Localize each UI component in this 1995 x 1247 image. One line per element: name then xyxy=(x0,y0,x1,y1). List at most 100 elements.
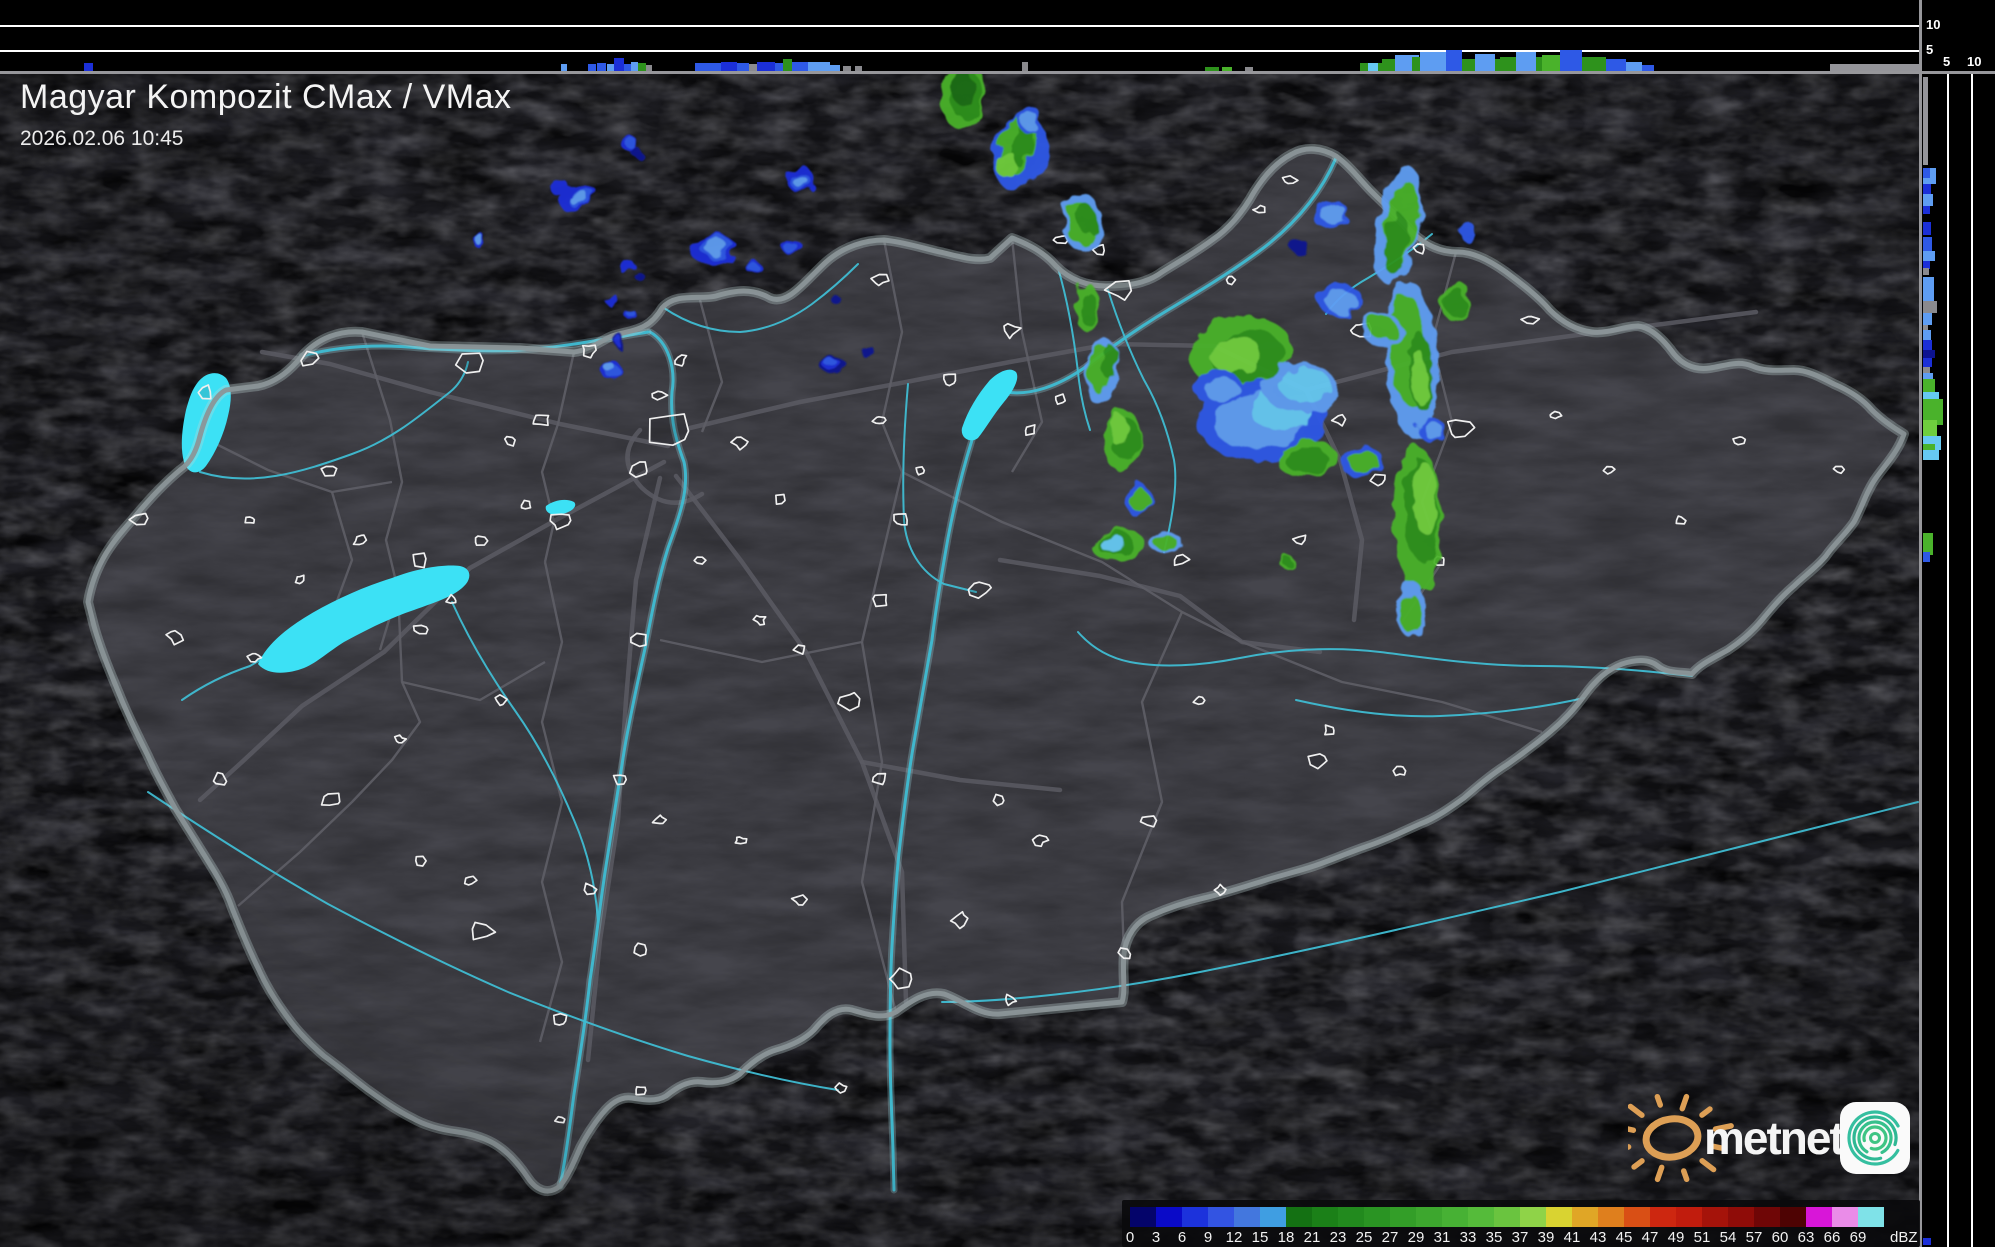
right-axis-km-label: 5 xyxy=(1943,54,1951,69)
dbz-tick-label: 69 xyxy=(1849,1229,1867,1246)
dbz-color-segment xyxy=(1572,1207,1598,1227)
top-profile-panel xyxy=(0,0,1995,74)
profile-echo xyxy=(1923,194,1933,206)
dbz-color-segment xyxy=(1442,1207,1468,1227)
dbz-color-segment xyxy=(1780,1207,1806,1227)
profile-echo xyxy=(638,63,646,71)
right-axis-km-label: 10 xyxy=(1967,54,1982,69)
profile-echo xyxy=(808,62,830,71)
right-profile-panel: 5 10 10 5 xyxy=(1919,0,1995,1247)
profile-echo xyxy=(1923,261,1930,269)
profile-echo xyxy=(695,63,721,71)
dbz-color-segment xyxy=(1754,1207,1780,1227)
dbz-tick-label: 12 xyxy=(1225,1229,1243,1246)
profile-echo xyxy=(607,64,615,71)
profile-echo xyxy=(1923,301,1937,313)
dbz-color-segment xyxy=(1624,1207,1650,1227)
altitude-gridline xyxy=(0,25,1919,27)
profile-echo xyxy=(1923,373,1933,379)
profile-echo xyxy=(1923,206,1930,214)
dbz-tick-label: 43 xyxy=(1589,1229,1607,1246)
profile-echo xyxy=(1923,399,1943,425)
sun-icon xyxy=(1628,1093,1734,1183)
top-axis-km-label: 5 xyxy=(1926,42,1934,57)
profile-echo xyxy=(1560,50,1582,71)
dbz-color-segment xyxy=(1182,1207,1208,1227)
profile-echo xyxy=(1205,67,1219,71)
dbz-tick-label: 31 xyxy=(1433,1229,1451,1246)
dbz-tick-label: 0 xyxy=(1125,1229,1135,1246)
profile-echo xyxy=(721,62,737,71)
altitude-gridline xyxy=(1971,74,1973,1247)
profile-echo xyxy=(1475,54,1495,71)
profile-echo xyxy=(646,65,652,71)
profile-echo xyxy=(1245,67,1253,71)
dbz-tick-label: 33 xyxy=(1459,1229,1477,1246)
profile-echo xyxy=(1923,277,1934,301)
profile-echo xyxy=(1516,52,1536,71)
profile-echo xyxy=(1582,57,1606,71)
dbz-colorbar xyxy=(1130,1207,1884,1227)
dbz-color-segment xyxy=(1702,1207,1728,1227)
dbz-color-segment xyxy=(1338,1207,1364,1227)
dbz-color-segment xyxy=(1286,1207,1312,1227)
dbz-color-segment xyxy=(1130,1207,1156,1227)
profile-echo xyxy=(1923,251,1935,261)
dbz-tick-label: 49 xyxy=(1667,1229,1685,1246)
dbz-color-segment xyxy=(1806,1207,1832,1227)
dbz-tick-label: 35 xyxy=(1485,1229,1503,1246)
dbz-tick-label: 54 xyxy=(1719,1229,1737,1246)
profile-echo xyxy=(1923,358,1932,367)
dbz-color-segment xyxy=(1598,1207,1624,1227)
profile-echo xyxy=(843,66,851,71)
dbz-color-segment xyxy=(1312,1207,1338,1227)
profile-echo xyxy=(1368,63,1378,71)
dbz-color-segment xyxy=(1520,1207,1546,1227)
dbz-tick-label: 37 xyxy=(1511,1229,1529,1246)
dbz-tick-label: 25 xyxy=(1355,1229,1373,1246)
dbz-color-segment xyxy=(1234,1207,1260,1227)
dbz-color-segment xyxy=(1858,1207,1884,1227)
dbz-color-segment xyxy=(1364,1207,1390,1227)
profile-echo xyxy=(1923,450,1939,460)
profile-echo xyxy=(1923,533,1933,555)
dbz-color-segment xyxy=(1676,1207,1702,1227)
dbz-color-segment xyxy=(1208,1207,1234,1227)
dbz-tick-label: 66 xyxy=(1823,1229,1841,1246)
profile-echo xyxy=(1022,62,1028,71)
dbz-color-segment xyxy=(1390,1207,1416,1227)
dbz-tick-label: 29 xyxy=(1407,1229,1425,1246)
metnet-wordmark: metnet xyxy=(1704,1112,1844,1164)
profile-echo xyxy=(1923,325,1928,330)
profile-echo xyxy=(1923,552,1930,562)
dbz-color-segment xyxy=(1494,1207,1520,1227)
dbz-color-segment xyxy=(1260,1207,1286,1227)
profile-echo xyxy=(1923,168,1930,178)
profile-echo xyxy=(1923,340,1932,350)
profile-echo xyxy=(614,58,624,71)
profile-echo xyxy=(749,64,757,71)
altitude-gridline xyxy=(1947,74,1949,1247)
profile-echo xyxy=(1606,59,1626,71)
dbz-tick-label: 27 xyxy=(1381,1229,1399,1246)
panel-divider xyxy=(1919,0,1922,1247)
panel-divider xyxy=(1919,71,1995,74)
dbz-tick-label: 6 xyxy=(1177,1229,1187,1246)
timestamp: 2026.02.06 10:45 xyxy=(20,127,184,150)
spiral-app-icon xyxy=(1840,1102,1910,1174)
dbz-tick-label: 18 xyxy=(1277,1229,1295,1246)
profile-echo xyxy=(1923,77,1928,165)
dbz-tick-label: 21 xyxy=(1303,1229,1321,1246)
profile-echo xyxy=(1923,268,1929,275)
title-block: Magyar Kompozit CMax / VMax 2026.02.06 1… xyxy=(20,78,512,151)
dbz-tick-label: 63 xyxy=(1797,1229,1815,1246)
altitude-gridline xyxy=(0,50,1919,52)
dbz-color-segment xyxy=(1832,1207,1858,1227)
dbz-legend: dBZ 0 3 6 9 12 15 18 21 23 25 27 29 31 33 35 37 39 41 43 45… xyxy=(1122,1200,1920,1247)
profile-echo xyxy=(1923,420,1937,436)
dbz-color-segment xyxy=(1650,1207,1676,1227)
dbz-tick-label: 3 xyxy=(1151,1229,1161,1246)
